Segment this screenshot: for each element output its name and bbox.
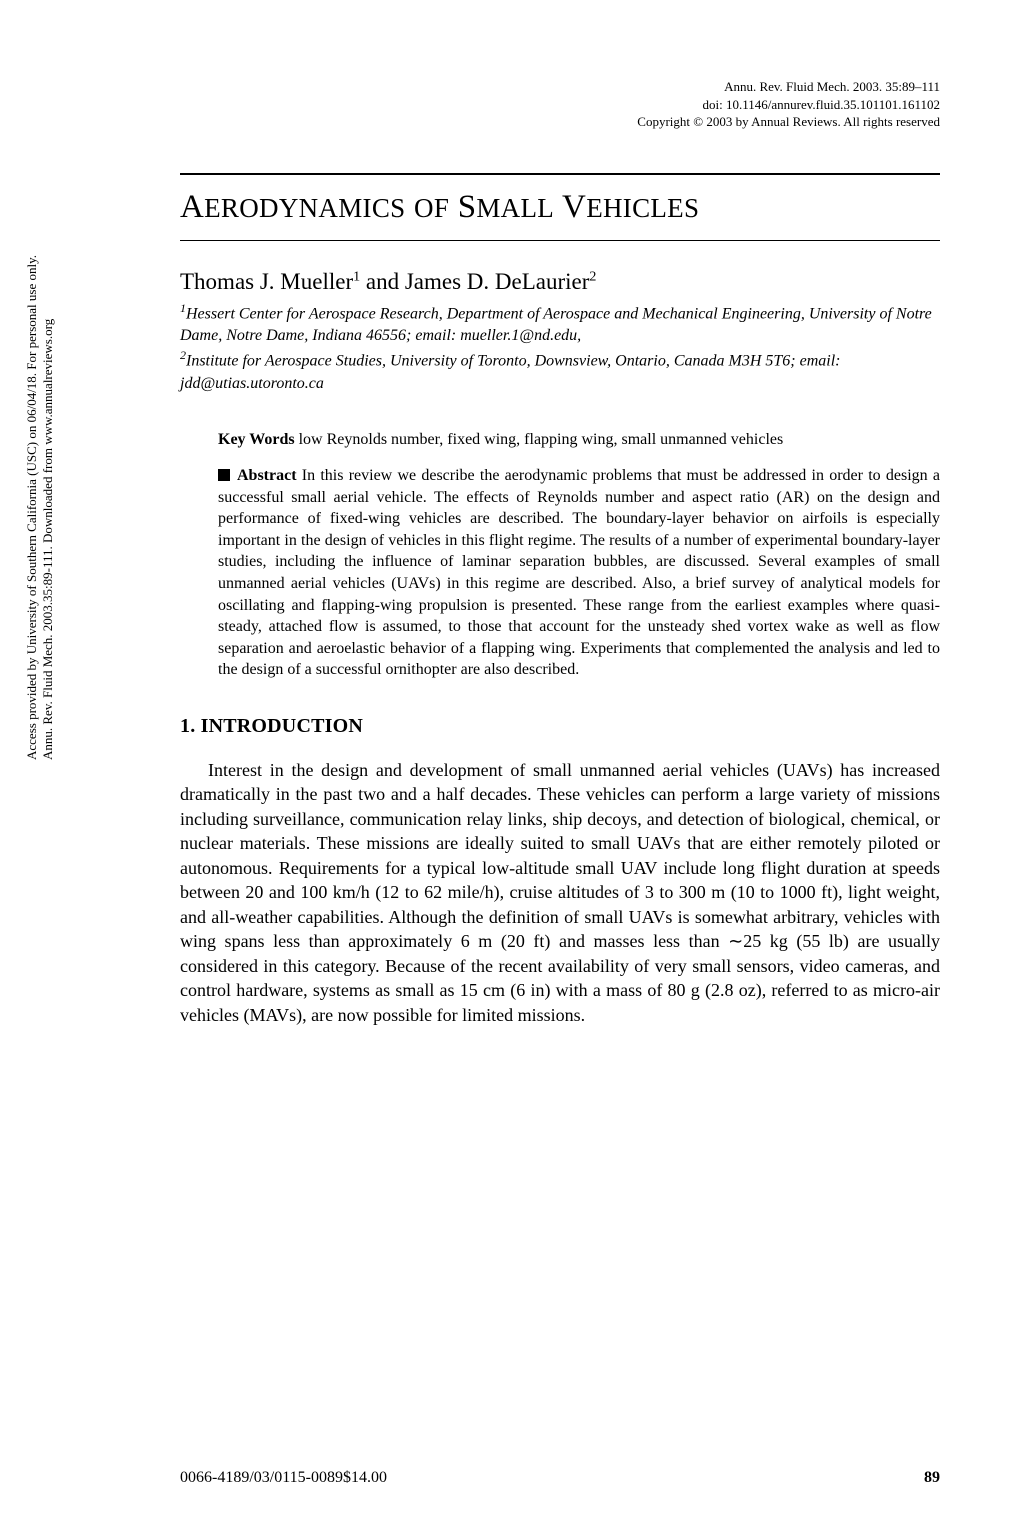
page-number: 89 xyxy=(924,1469,940,1487)
abstract-label: Abstract xyxy=(237,467,297,484)
header-doi: doi: 10.1146/annurev.fluid.35.101101.161… xyxy=(180,96,940,114)
affiliation-2: Institute for Aerospace Studies, Univers… xyxy=(180,352,841,391)
author-sup-2: 2 xyxy=(589,269,596,284)
title-word2: OF xyxy=(414,193,449,223)
intro-paragraph: Interest in the design and development o… xyxy=(180,758,940,1027)
header-meta: Annu. Rev. Fluid Mech. 2003. 35:89–111 d… xyxy=(180,78,940,131)
sidebar-watermark: Access provided by University of Souther… xyxy=(24,255,56,760)
abstract-square-icon xyxy=(218,469,230,481)
abstract-text: In this review we describe the aerodynam… xyxy=(218,467,940,678)
author-name-2: and James D. DeLaurier xyxy=(360,269,589,294)
article-title: AERODYNAMICS OF SMALL VEHICLES xyxy=(180,189,940,226)
keywords-label: Key Words xyxy=(218,431,295,448)
footer-left: 0066-4189/03/0115-0089$14.00 xyxy=(180,1469,387,1487)
header-journal: Annu. Rev. Fluid Mech. 2003. 35:89–111 xyxy=(180,78,940,96)
title-word4-cap: V xyxy=(562,189,586,225)
author-name-1: Thomas J. Mueller xyxy=(180,269,353,294)
title-word3-rest: MALL xyxy=(476,193,554,223)
page-content: Annu. Rev. Fluid Mech. 2003. 35:89–111 d… xyxy=(180,0,940,1027)
title-word3-cap: S xyxy=(458,189,477,225)
rule-top xyxy=(180,173,940,175)
title-word4-rest: EHICLES xyxy=(586,193,699,223)
sidebar-line2: Access provided by University of Souther… xyxy=(24,255,39,760)
section-heading-intro: 1. INTRODUCTION xyxy=(180,715,940,738)
abstract-block: Abstract In this review we describe the … xyxy=(218,465,940,681)
keywords-text: low Reynolds number, fixed wing, flappin… xyxy=(295,431,784,448)
sidebar-line1: Annu. Rev. Fluid Mech. 2003.35:89-111. D… xyxy=(40,319,55,760)
authors: Thomas J. Mueller1 and James D. DeLaurie… xyxy=(180,269,940,295)
keywords-block: Key Words low Reynolds number, fixed win… xyxy=(218,429,940,451)
affiliation-1: Hessert Center for Aerospace Research, D… xyxy=(180,305,932,344)
title-word1-cap: A xyxy=(180,189,204,225)
page-footer: 0066-4189/03/0115-0089$14.00 89 xyxy=(180,1469,940,1487)
title-word1-rest: ERODYNAMICS xyxy=(204,193,405,223)
rule-bottom xyxy=(180,240,940,241)
header-copyright: Copyright © 2003 by Annual Reviews. All … xyxy=(180,113,940,131)
affiliations: 1Hessert Center for Aerospace Research, … xyxy=(180,300,940,395)
